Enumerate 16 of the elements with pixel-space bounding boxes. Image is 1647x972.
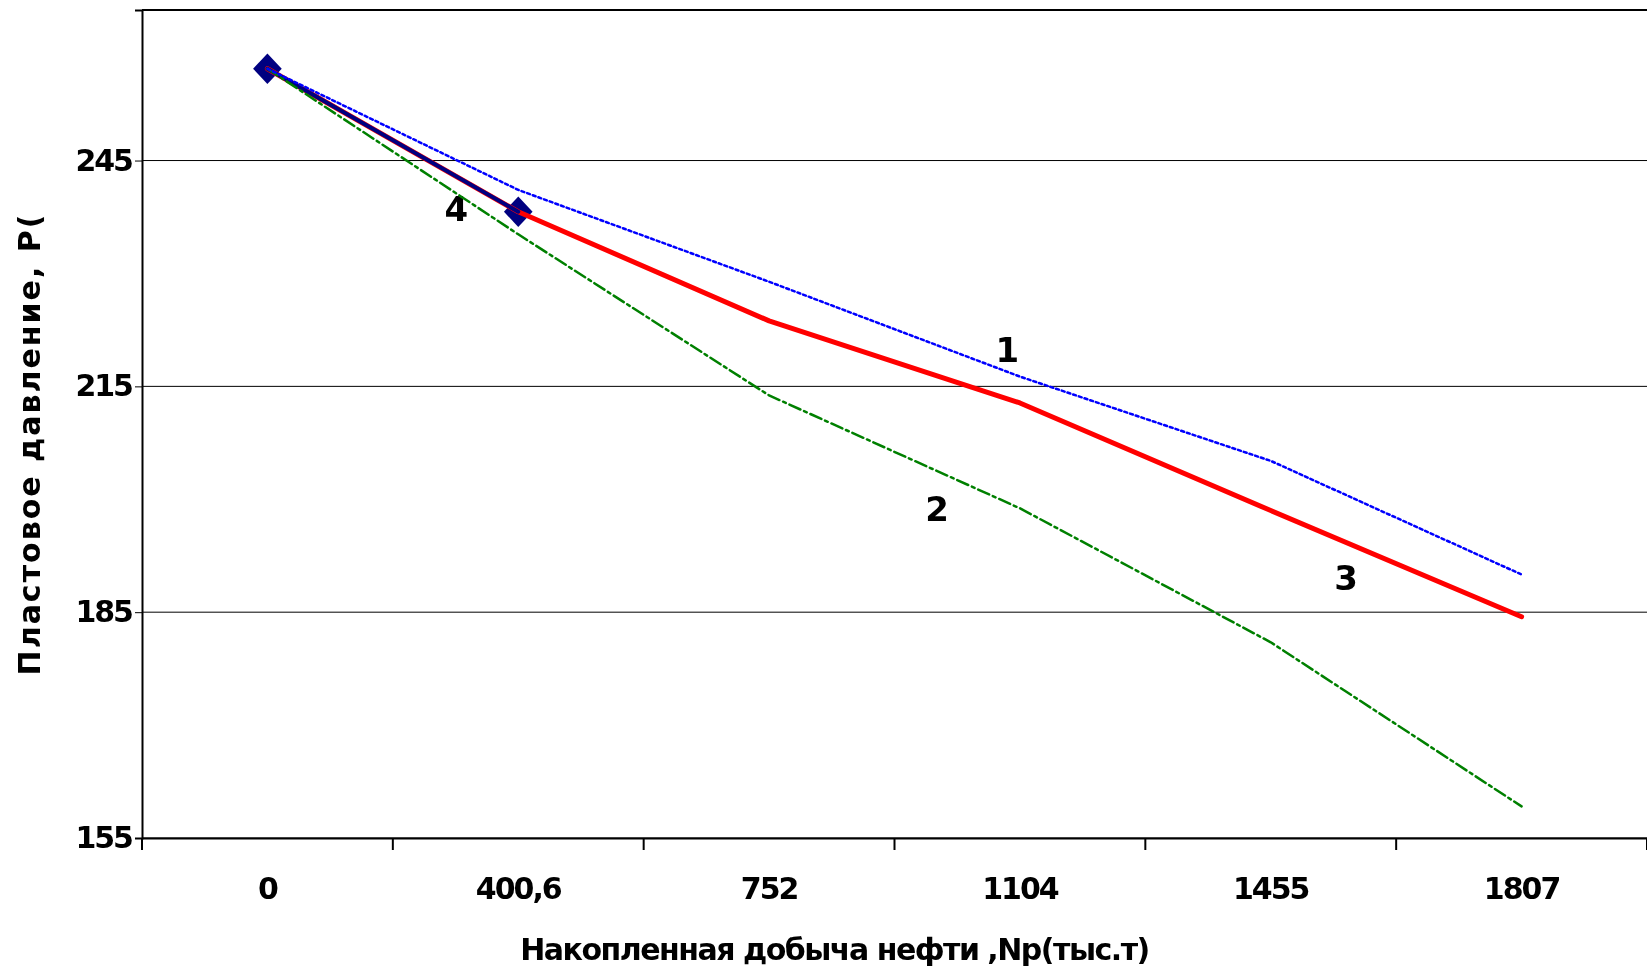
series-label: 4 <box>444 189 469 230</box>
x-tick-label: 1455 <box>1233 871 1309 907</box>
x-tick-label: 752 <box>740 871 798 907</box>
y-tick-label: 215 <box>75 368 133 404</box>
y-tick-label: 185 <box>75 594 133 630</box>
x-tick-label: 1807 <box>1483 871 1560 907</box>
y-tick-label: 155 <box>75 820 133 856</box>
x-tick-label: 400,6 <box>475 871 562 907</box>
series-label: 2 <box>925 488 949 529</box>
series-label: 1 <box>995 329 1020 370</box>
x-axis-title: Накопленная добыча нефти ,Np(тыс.т) <box>520 932 1149 967</box>
x-tick-label: 0 <box>257 871 278 907</box>
y-axis-title: Пластовое давление, Р( <box>12 212 47 676</box>
y-tick-label: 245 <box>75 142 133 178</box>
x-tick-label: 1104 <box>982 871 1059 907</box>
series-label: 3 <box>1334 557 1358 598</box>
